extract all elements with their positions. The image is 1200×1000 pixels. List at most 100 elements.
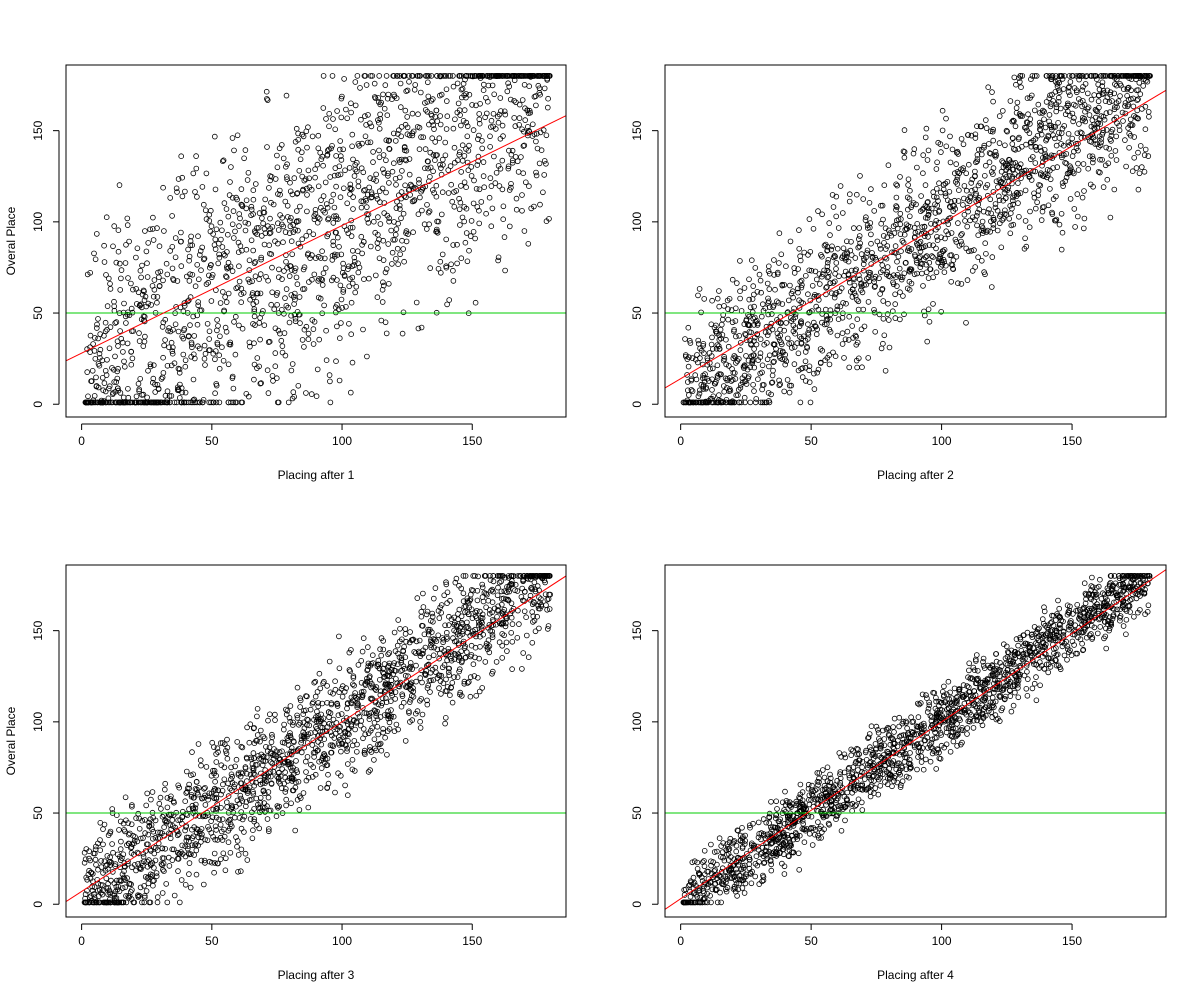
data-point — [446, 665, 453, 672]
data-point — [479, 584, 486, 591]
data-point — [305, 336, 312, 343]
data-point — [386, 218, 392, 225]
data-point — [504, 648, 510, 654]
data-point — [383, 157, 389, 164]
data-point — [1072, 224, 1078, 230]
data-point — [224, 755, 231, 762]
data-point — [349, 756, 356, 763]
data-point — [805, 291, 811, 298]
data-point — [832, 270, 838, 277]
data-point — [437, 678, 444, 684]
data-point — [926, 242, 933, 248]
data-point — [227, 339, 234, 346]
data-point — [403, 638, 409, 645]
data-point — [996, 140, 1003, 146]
data-point — [940, 182, 947, 188]
data-point — [211, 869, 217, 876]
data-point — [757, 277, 764, 284]
data-point — [194, 261, 201, 268]
data-point — [190, 313, 197, 320]
data-point — [765, 298, 772, 305]
data-point — [1111, 106, 1118, 113]
data-point — [406, 171, 413, 178]
data-point — [1137, 91, 1144, 97]
data-point — [918, 193, 924, 199]
data-point — [305, 804, 312, 811]
data-point — [504, 73, 511, 79]
data-point — [330, 116, 336, 122]
data-point — [1099, 79, 1106, 86]
data-point — [787, 315, 794, 321]
data-point — [191, 852, 198, 858]
data-point — [859, 364, 865, 371]
data-point — [276, 145, 283, 152]
data-point — [1082, 81, 1089, 87]
data-point — [321, 302, 327, 309]
data-point — [1071, 148, 1077, 155]
data-point — [1050, 98, 1056, 104]
data-point — [476, 655, 482, 662]
data-point — [413, 186, 420, 192]
data-point — [795, 289, 801, 296]
data-point — [343, 227, 350, 233]
data-point — [964, 223, 970, 230]
data-point — [307, 706, 314, 713]
data-point — [516, 122, 522, 128]
data-point — [777, 347, 784, 354]
data-point — [296, 311, 303, 318]
data-point — [425, 662, 431, 668]
data-point — [161, 228, 167, 234]
data-point — [1062, 178, 1069, 184]
data-point — [819, 273, 825, 280]
data-point — [474, 204, 481, 210]
data-point — [245, 220, 252, 227]
data-point — [536, 90, 543, 96]
data-point — [395, 127, 402, 133]
data-point — [731, 328, 737, 335]
data-point — [202, 362, 208, 368]
data-point — [266, 242, 273, 249]
data-point — [843, 300, 849, 307]
data-point — [212, 778, 218, 785]
data-point — [287, 730, 293, 736]
data-point — [106, 399, 113, 406]
data-point — [1113, 157, 1120, 163]
data-point — [148, 822, 155, 828]
data-point — [217, 300, 224, 306]
data-point — [487, 133, 493, 140]
data-point — [906, 286, 913, 293]
data-point — [468, 173, 475, 179]
data-point — [1085, 134, 1091, 140]
data-point — [212, 390, 218, 397]
data-point — [148, 796, 154, 803]
data-point — [541, 172, 547, 178]
data-point — [359, 694, 365, 701]
data-point — [380, 279, 386, 286]
data-point — [889, 249, 895, 256]
data-point — [1055, 78, 1061, 84]
data-point — [214, 805, 221, 812]
data-point — [774, 298, 780, 305]
data-point — [106, 385, 112, 392]
data-point — [697, 355, 703, 361]
data-point — [1092, 126, 1098, 132]
data-point — [287, 188, 294, 195]
data-point — [136, 330, 142, 336]
data-point — [1119, 109, 1126, 116]
data-point — [961, 195, 967, 202]
data-point — [898, 248, 904, 255]
data-point — [990, 98, 996, 105]
data-point — [332, 678, 338, 684]
data-point — [212, 133, 218, 140]
data-point — [950, 257, 957, 264]
data-point — [509, 638, 516, 645]
data-point — [479, 145, 486, 152]
data-point — [852, 332, 859, 339]
data-point — [972, 264, 978, 270]
data-point — [998, 211, 1004, 218]
data-point — [198, 267, 204, 274]
data-point — [418, 324, 425, 331]
data-point — [348, 100, 354, 107]
data-point — [266, 711, 273, 718]
data-point — [978, 257, 985, 264]
